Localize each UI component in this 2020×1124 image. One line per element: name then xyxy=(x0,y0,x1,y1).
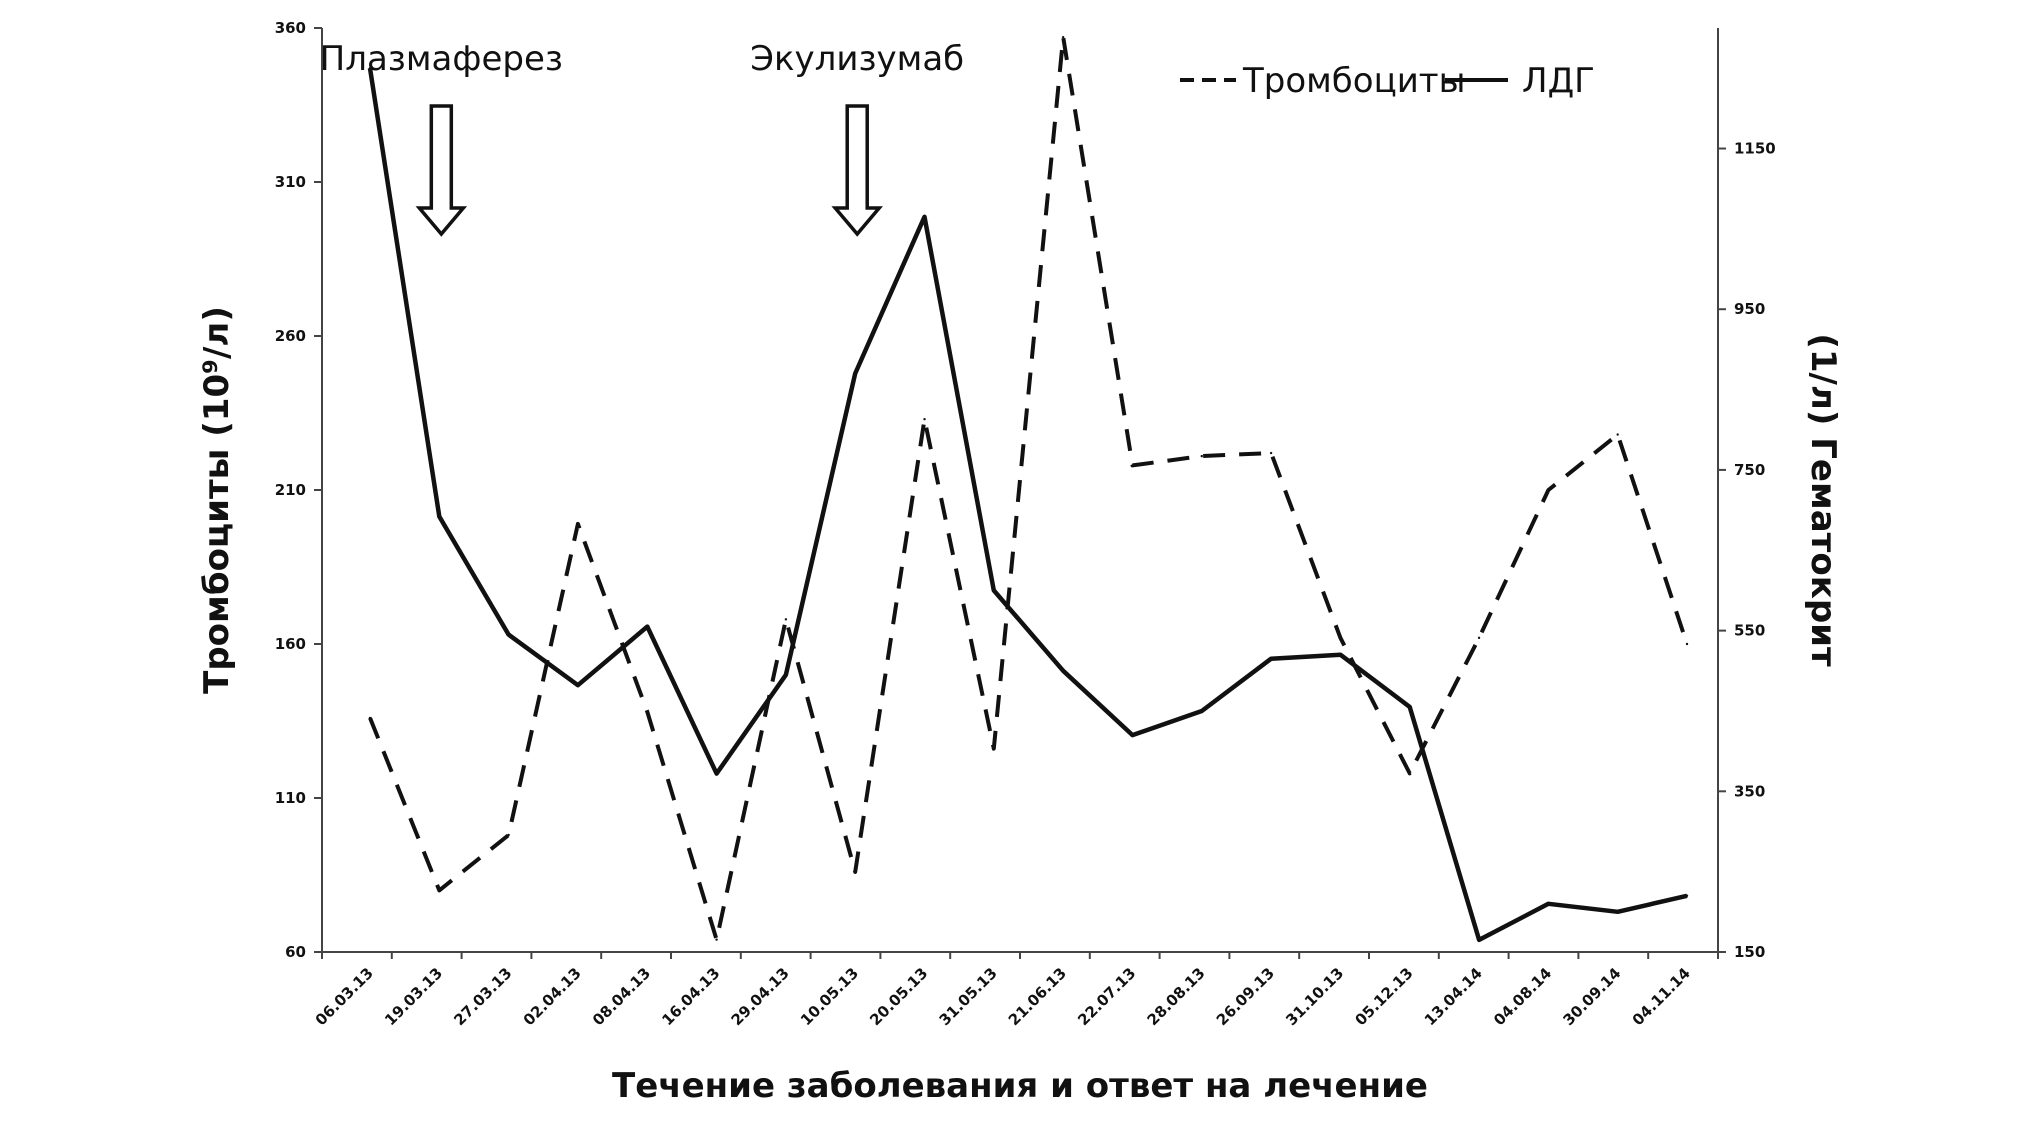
data-point-ldh xyxy=(576,684,580,687)
data-point-ldh xyxy=(1408,705,1411,709)
data-point-ldh xyxy=(1616,910,1619,914)
x-axis-title: Течение заболевания и ответ на лечение xyxy=(612,1066,1428,1106)
x-tick-label: 27.03.13 xyxy=(450,964,515,1029)
y-left-tick-label: 110 xyxy=(275,789,306,807)
y-axis-left-title: Тромбоциты (10⁹/л) xyxy=(197,306,237,694)
data-point-platelets xyxy=(1616,433,1619,436)
x-tick-label: 06.03.13 xyxy=(312,964,377,1029)
y-right-tick-label: 750 xyxy=(1734,461,1765,479)
y-axis-right-title: (1/л) Гематокрит xyxy=(1803,333,1843,667)
annotation-label: Экулизумаб xyxy=(750,39,964,79)
data-point-platelets xyxy=(438,889,441,892)
data-point-platelets xyxy=(507,833,510,837)
y-right-tick-label: 350 xyxy=(1734,782,1765,800)
x-tick-label: 28.08.13 xyxy=(1144,964,1209,1029)
data-point-ldh xyxy=(438,515,441,518)
data-point-platelets xyxy=(1408,772,1411,775)
x-tick-label: 20.05.13 xyxy=(866,964,931,1029)
legend: Тромбоциты ЛДГ xyxy=(1180,61,1595,101)
y-left-tick-label: 260 xyxy=(275,327,306,345)
data-point-ldh xyxy=(1200,709,1203,713)
data-point-platelets xyxy=(1477,636,1481,640)
data-point-ldh xyxy=(368,66,372,70)
y-left-tick-label: 210 xyxy=(275,481,306,499)
data-point-ldh xyxy=(1061,669,1065,672)
y-right-tick-label: 1150 xyxy=(1734,140,1776,158)
data-point-ldh xyxy=(1547,902,1550,905)
data-point-platelets xyxy=(1131,464,1134,467)
data-point-platelets xyxy=(576,522,580,526)
x-tick-label: 31.10.13 xyxy=(1282,964,1347,1029)
x-tick-label: 13.04.14 xyxy=(1421,964,1486,1029)
annotation-layer: Плазмаферез Экулизумаб xyxy=(320,39,964,237)
data-point-ldh xyxy=(992,589,996,592)
y-axis-left-ticks: 360 310 260 210 160 110 60 xyxy=(275,19,322,961)
x-tick-label: 02.04.13 xyxy=(520,964,585,1029)
data-point-platelets xyxy=(1547,488,1550,492)
down-arrow-icon xyxy=(415,104,468,237)
x-tick-label: 30.09.14 xyxy=(1559,964,1624,1029)
data-point-platelets xyxy=(368,716,372,720)
x-tick-label: 10.05.13 xyxy=(797,964,862,1029)
x-tick-label: 31.05.13 xyxy=(936,964,1001,1029)
data-point-platelets xyxy=(1685,642,1689,646)
data-point-ldh xyxy=(715,772,718,775)
y-right-tick-label: 550 xyxy=(1734,622,1765,640)
x-tick-label: 26.09.13 xyxy=(1213,964,1278,1029)
data-point-ldh xyxy=(854,372,857,375)
y-right-tick-label: 950 xyxy=(1734,300,1765,318)
annotation-label: Плазмаферез xyxy=(320,39,563,79)
x-tick-label: 04.08.14 xyxy=(1490,964,1555,1029)
series-line-platelets xyxy=(368,35,1689,942)
data-point-platelets xyxy=(923,417,926,421)
legend-label-platelets: Тромбоциты xyxy=(1242,61,1465,101)
data-point-ldh xyxy=(784,673,788,676)
x-axis-ticks: 06.03.13 19.03.13 27.03.13 02.04.13 08.04.13… xyxy=(312,952,1719,1029)
y-left-tick-label: 60 xyxy=(285,943,306,961)
data-point-ldh xyxy=(507,633,510,636)
data-point-ldh xyxy=(1685,894,1689,897)
data-point-ldh xyxy=(646,625,649,628)
y-right-tick-label: 150 xyxy=(1734,943,1765,961)
y-left-tick-label: 360 xyxy=(275,19,306,37)
data-point-platelets xyxy=(854,870,857,874)
x-tick-label: 16.04.13 xyxy=(658,964,723,1029)
x-tick-label: 29.04.13 xyxy=(728,964,793,1029)
data-point-platelets xyxy=(646,710,649,713)
x-tick-label: 08.04.13 xyxy=(589,964,654,1029)
data-point-platelets xyxy=(784,618,788,621)
data-point-ldh xyxy=(1339,653,1342,656)
data-point-platelets xyxy=(1061,36,1065,39)
data-point-ldh xyxy=(1477,938,1481,942)
series-line-ldh xyxy=(367,67,1688,943)
x-tick-label: 19.03.13 xyxy=(381,964,446,1029)
down-arrow-icon xyxy=(831,104,883,237)
data-point-platelets xyxy=(715,938,718,941)
series-layer xyxy=(367,35,1689,943)
legend-label-ldh: ЛДГ xyxy=(1522,61,1595,101)
data-point-platelets xyxy=(1269,451,1273,455)
x-tick-label: 22.07.13 xyxy=(1074,964,1139,1029)
data-point-ldh xyxy=(1131,733,1134,737)
y-left-tick-label: 310 xyxy=(275,173,306,191)
data-point-ldh xyxy=(1269,657,1273,660)
data-point-platelets xyxy=(1200,454,1203,458)
y-left-tick-label: 160 xyxy=(275,635,306,653)
x-tick-label: 04.11.14 xyxy=(1629,964,1694,1029)
data-point-platelets xyxy=(1339,636,1342,640)
x-tick-label: 05.12.13 xyxy=(1351,964,1416,1029)
data-point-ldh xyxy=(923,215,926,219)
x-tick-label: 21.06.13 xyxy=(1005,964,1070,1029)
data-point-platelets xyxy=(992,747,996,750)
y-axis-right-ticks: 1150 950 750 550 350 150 xyxy=(1718,140,1776,961)
